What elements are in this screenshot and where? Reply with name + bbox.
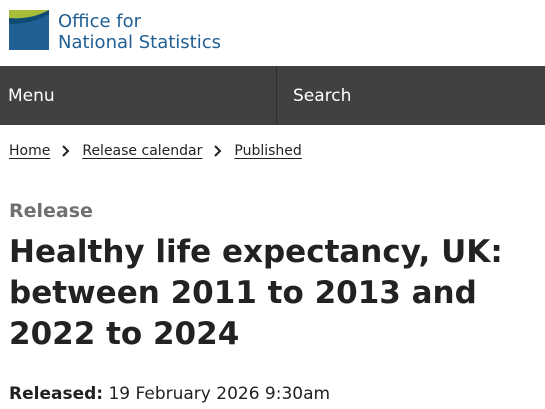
breadcrumb-release-calendar-link[interactable]: Release calendar bbox=[82, 143, 203, 159]
ons-logo-icon bbox=[9, 10, 49, 50]
menu-button[interactable]: Menu bbox=[0, 66, 277, 125]
page-eyebrow: Release bbox=[9, 200, 93, 222]
site-header: Office for National Statistics bbox=[0, 0, 545, 66]
chevron-right-icon bbox=[62, 145, 70, 157]
release-date: Released: 19 February 2026 9:30am bbox=[9, 384, 330, 404]
ons-logo-link[interactable]: Office for National Statistics bbox=[9, 10, 221, 53]
breadcrumb-home-link[interactable]: Home bbox=[9, 143, 51, 159]
search-label: Search bbox=[293, 85, 352, 106]
main-navbar: Menu Search bbox=[0, 66, 545, 125]
ons-logo-text: Office for National Statistics bbox=[58, 11, 221, 53]
chevron-right-icon bbox=[214, 145, 222, 157]
logo-text-line1: Office for bbox=[58, 11, 142, 32]
search-button[interactable]: Search bbox=[277, 66, 545, 125]
logo-text-line2: National Statistics bbox=[58, 32, 222, 53]
breadcrumb: Home Release calendar Published bbox=[9, 143, 302, 159]
page-title: Healthy life expectancy, UK: between 201… bbox=[9, 234, 503, 352]
released-label: Released: bbox=[9, 384, 104, 404]
released-value: 19 February 2026 9:30am bbox=[108, 384, 331, 404]
menu-label: Menu bbox=[8, 85, 55, 106]
breadcrumb-published-link[interactable]: Published bbox=[234, 143, 302, 159]
